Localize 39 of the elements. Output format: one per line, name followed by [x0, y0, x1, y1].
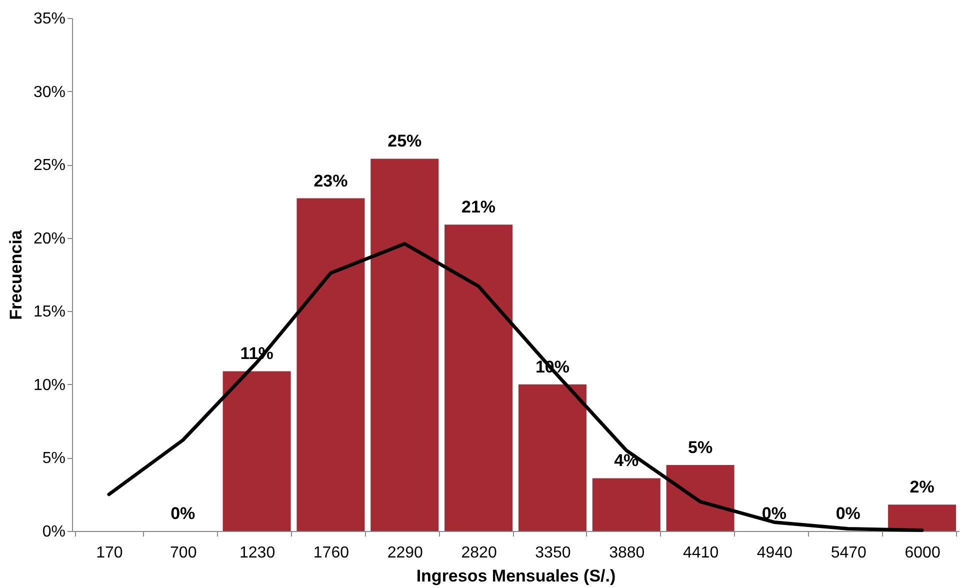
y-tick-label: 0% [42, 524, 66, 540]
bar [444, 224, 513, 531]
x-tick-label: 3880 [609, 544, 645, 562]
x-tick-label: 700 [170, 544, 197, 562]
data-label: 0% [170, 504, 196, 523]
x-tick-label: 6000 [904, 544, 940, 562]
x-tick-label: 170 [96, 544, 123, 562]
data-label: 25% [388, 132, 422, 151]
x-tick-label: 5470 [830, 544, 867, 562]
y-tick-label: 10% [33, 376, 66, 394]
x-tick-label: 1760 [313, 544, 350, 562]
data-label: 0% [762, 504, 786, 523]
bar [592, 478, 660, 531]
y-tick-label: 15% [33, 304, 66, 321]
bar [888, 504, 956, 531]
bar [518, 384, 586, 531]
x-tick-label: 4410 [682, 544, 719, 562]
bar [296, 198, 365, 531]
x-tick-label: 3350 [535, 544, 571, 562]
y-tick-label: 5% [42, 450, 66, 468]
bar [666, 465, 734, 531]
y-tick-label: 30% [33, 84, 66, 101]
data-label: 23% [314, 171, 348, 190]
x-tick-label: 1230 [239, 544, 276, 562]
x-tick-label: 2820 [461, 544, 497, 562]
x-tick-label: 2290 [387, 544, 424, 562]
data-label: 0% [836, 504, 860, 523]
y-tick-label: 35% [33, 10, 66, 28]
bar [222, 371, 291, 531]
y-axis-title: Frecuencia [6, 230, 26, 320]
bar [370, 158, 439, 531]
x-tick-label: 4940 [756, 544, 793, 562]
data-label: 5% [688, 438, 713, 458]
data-label: 4% [614, 451, 639, 470]
x-axis-title: Ingresos Mensuales (S/.) [416, 566, 616, 586]
data-label: 2% [910, 478, 934, 497]
y-tick-label: 25% [33, 157, 66, 174]
y-tick-label: 20% [33, 230, 66, 248]
data-label: 21% [462, 198, 496, 217]
